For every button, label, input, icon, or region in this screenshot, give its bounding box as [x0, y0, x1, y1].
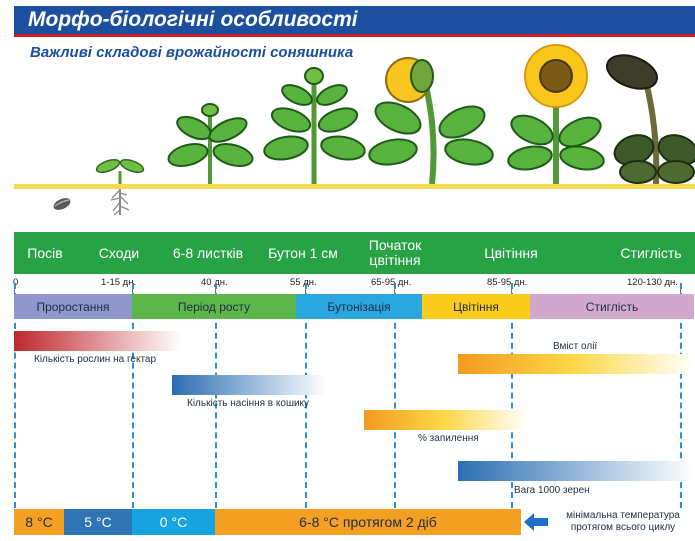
ground-line [14, 184, 695, 189]
plants-per-hectare-bar [14, 331, 182, 351]
pollination-bar [364, 410, 528, 430]
temperature-flowering: 6-8 °C протягом 2 діб [215, 509, 521, 535]
young-plant-icon [167, 103, 254, 184]
dashed-guide [394, 283, 396, 508]
plant-growth-illustration [53, 44, 695, 216]
temperature-note: мінімальна температура протягом всього ц… [566, 510, 680, 533]
stage-label: Бутон 1 см [268, 244, 338, 261]
temperature-seedling: 5 °C [64, 509, 132, 535]
stage-label: Стиглість [620, 244, 682, 261]
dashed-guide [132, 283, 134, 508]
dashed-guide [680, 283, 682, 508]
stage-label: 6-8 листків [172, 244, 244, 261]
seedling-icon [95, 159, 145, 216]
day-label: 0 [13, 277, 19, 288]
day-label: 85-95 дн. [487, 277, 528, 288]
header-red-stripe [14, 34, 695, 37]
seeds-per-head-bar [172, 375, 327, 395]
pollination-label: % запилення [418, 433, 479, 444]
temperature-germination: 8 °C [14, 509, 64, 535]
thousand-seed-weight-bar [458, 461, 694, 481]
mature-sunflower-icon [606, 54, 695, 185]
period-germination: Проростання [14, 294, 132, 319]
flowering-sunflower-icon [507, 44, 605, 184]
thousand-seed-weight-label: Вага 1000 зерен [514, 485, 590, 496]
day-label: 120-130 дн. [627, 277, 678, 288]
header-banner [14, 6, 695, 36]
page-title: Морфо-біологічні особливості [28, 8, 358, 31]
dashed-guide [305, 283, 307, 508]
dashed-guide [215, 283, 217, 508]
stage-label: Посів [27, 244, 63, 261]
diagram-subtitle: Важливі складові врожайності соняшника [30, 44, 354, 61]
budding-plant-icon [263, 67, 366, 184]
dashed-guide [14, 283, 16, 508]
dashed-guide [511, 283, 513, 508]
plants-per-hectare-label: Кількість рослин на гектар [34, 354, 157, 365]
day-label: 65-95 дн. [371, 277, 412, 288]
period-maturity: Стиглість [530, 294, 694, 319]
period-flowering: Цвітіння [422, 294, 530, 319]
oil-content-label: Вміст олії [553, 341, 598, 352]
period-growth: Період росту [132, 294, 296, 319]
seed-icon [53, 198, 71, 210]
oil-content-bar [458, 354, 694, 374]
day-label: 55 дн. [290, 277, 317, 288]
stage-bar [14, 232, 695, 274]
seeds-per-head-label: Кількість насіння в кошику [187, 398, 310, 409]
period-budding: Бутонізація [296, 294, 422, 319]
temperature-growth: 0 °C [132, 509, 215, 535]
stage-label: Початок цвітіння [368, 237, 422, 268]
early-flowering-plant-icon [368, 57, 494, 185]
stage-label: Сходи [98, 244, 140, 261]
stage-label: Цвітіння [484, 244, 538, 261]
day-label: 1-15 дн. [101, 277, 137, 288]
day-label: 40 дн. [201, 277, 228, 288]
arrow-left-icon [524, 513, 548, 531]
